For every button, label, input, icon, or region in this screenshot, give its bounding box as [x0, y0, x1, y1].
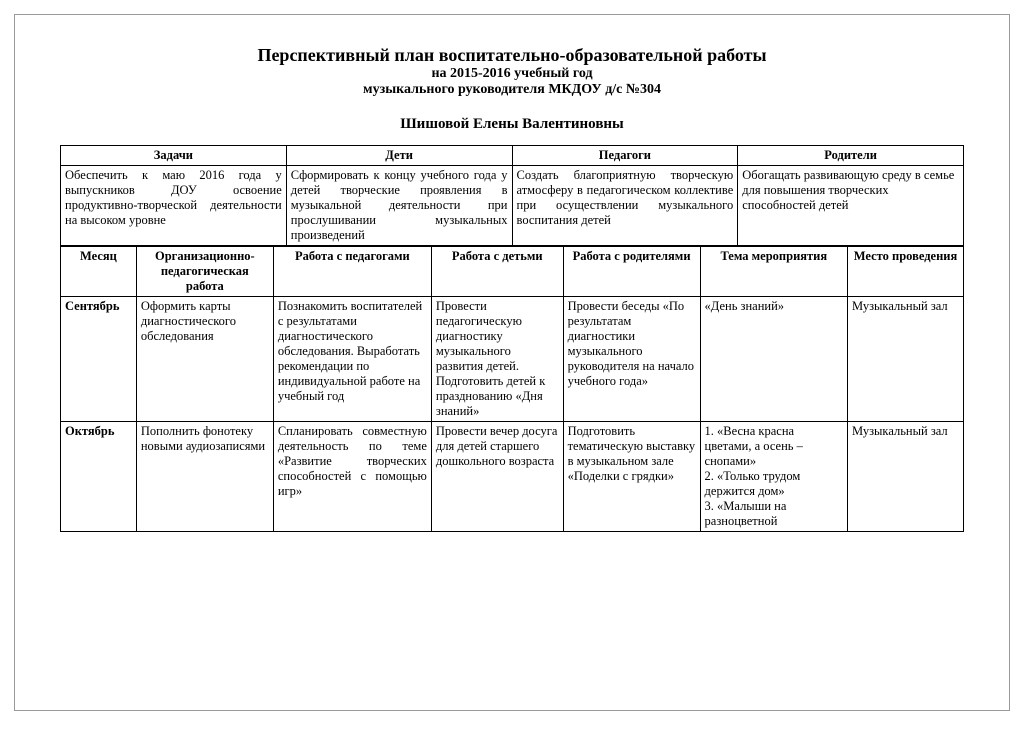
cell-org: Оформить карты диагностического обследов… [136, 297, 273, 422]
cell-par: Провести беседы «По результатам диагност… [563, 297, 700, 422]
th-teachers: Педагоги [512, 146, 738, 166]
table-row: Октябрь Пополнить фонотеку новыми аудиоз… [61, 422, 964, 532]
th-children: Дети [286, 146, 512, 166]
cell-ped: Познакомить воспитателей с результатами … [273, 297, 431, 422]
th-tasks: Задачи [61, 146, 287, 166]
title-subtitle-year: на 2015-2016 учебный год [60, 66, 964, 82]
title-block: Перспективный план воспитательно-образов… [60, 45, 964, 98]
th-theme: Тема мероприятия [700, 247, 848, 297]
th-chi: Работа с детьми [431, 247, 563, 297]
task-tasks: Обеспечить к маю 2016 года у выпускников… [61, 166, 287, 246]
th-place: Место проведения [848, 247, 964, 297]
cell-month: Сентябрь [61, 297, 137, 422]
title-subtitle-role: музыкального руководителя МКДОУ д/с №304 [60, 82, 964, 98]
th-org: Организационно-педагогическая работа [136, 247, 273, 297]
author-name: Шишовой Елены Валентиновны [60, 116, 964, 133]
task-content-row: Обеспечить к маю 2016 года у выпускников… [61, 166, 964, 246]
cell-place: Музыкальный зал [848, 297, 964, 422]
task-header-row: Задачи Дети Педагоги Родители [61, 146, 964, 166]
task-parents: Обогащать развивающую среду в семье для … [738, 166, 964, 246]
cell-org: Пополнить фонотеку новыми аудиозаписями [136, 422, 273, 532]
tasks-table: Задачи Дети Педагоги Родители Обеспечить… [60, 145, 964, 246]
cell-par: Подготовить тематическую выставку в музы… [563, 422, 700, 532]
th-month: Месяц [61, 247, 137, 297]
title-main: Перспективный план воспитательно-образов… [60, 45, 964, 66]
plan-table: Месяц Организационно-педагогическая рабо… [60, 246, 964, 532]
task-teachers: Создать благоприятную творческую атмосфе… [512, 166, 738, 246]
th-ped: Работа с педагогами [273, 247, 431, 297]
cell-chi: Провести вечер досуга для детей старшего… [431, 422, 563, 532]
task-children: Сформировать к концу учебного года у дет… [286, 166, 512, 246]
cell-month: Октябрь [61, 422, 137, 532]
cell-ped: Спланировать совместную деятельность по … [273, 422, 431, 532]
th-parents: Родители [738, 146, 964, 166]
document-page: Перспективный план воспитательно-образов… [14, 14, 1010, 711]
th-par: Работа с родителями [563, 247, 700, 297]
cell-chi: Провести педагогическую диагностику музы… [431, 297, 563, 422]
plan-header-row: Месяц Организационно-педагогическая рабо… [61, 247, 964, 297]
cell-theme: 1. «Весна красна цветами, а осень – сноп… [700, 422, 848, 532]
table-row: Сентябрь Оформить карты диагностического… [61, 297, 964, 422]
cell-place: Музыкальный зал [848, 422, 964, 532]
cell-theme: «День знаний» [700, 297, 848, 422]
